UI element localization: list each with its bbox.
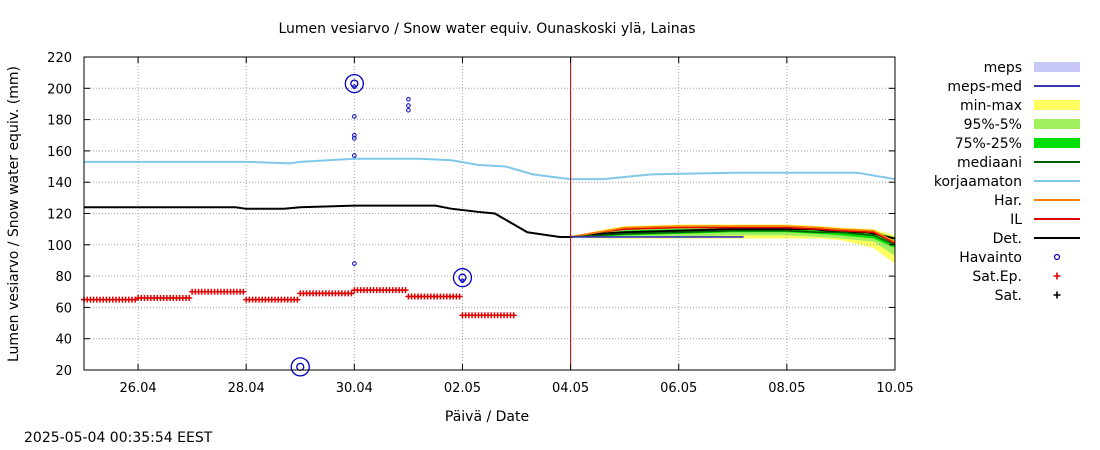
- legend-label: 75%-25%: [955, 136, 1022, 152]
- legend-swatch-75%-25%: [1034, 138, 1080, 148]
- x-axis-label: Päivä / Date: [445, 409, 529, 425]
- havainto-mark-inner: [458, 273, 467, 282]
- legend-label: min-max: [960, 98, 1022, 114]
- legend-label: korjaamaton: [934, 174, 1022, 190]
- legend-swatch-Sat.Ep.: [1053, 272, 1061, 280]
- y-axis-label: Lumen vesiarvo / Snow water equiv. (mm): [6, 66, 22, 362]
- axis-ticks: 20 40 60 80 100 120 140 160 180 200 220 26.04 28.04 3…: [47, 51, 913, 396]
- legend-label: Sat.: [995, 288, 1022, 304]
- line-mediaani: [570, 229, 896, 246]
- havainto-mark: [290, 357, 310, 377]
- sat-ep-mark: [348, 290, 355, 297]
- y-tick-label: 20: [55, 364, 72, 379]
- x-tick-label: 26.04: [119, 381, 156, 396]
- havainto-mark: [406, 103, 411, 108]
- line-Det.: [84, 204, 896, 240]
- havainto-mark: [344, 73, 364, 94]
- legend-label: Havainto: [959, 250, 1022, 266]
- x-tick-label: 28.04: [228, 381, 265, 396]
- havainto-mark: [452, 268, 473, 288]
- havainto-mark: [352, 84, 357, 90]
- havainto-mark: [352, 136, 357, 141]
- sat-ep-mark: [456, 293, 463, 300]
- legend-label: 95%-5%: [964, 117, 1022, 133]
- y-tick-label: 160: [47, 145, 72, 160]
- x-tick-label: 30.04: [336, 381, 373, 396]
- legend-swatch-Sat.: [1053, 291, 1061, 299]
- havainto-mark: [406, 96, 411, 102]
- x-tick-label: 08.05: [768, 381, 805, 396]
- chart-title: Lumen vesiarvo / Snow water equiv. Ounas…: [278, 21, 695, 37]
- legend-label: meps-med: [947, 79, 1022, 95]
- legend-label: Det.: [993, 231, 1022, 247]
- sat-ep-mark: [186, 295, 193, 302]
- legend: meps meps-med min-max 95%-5% 75%-25% mediaani…: [934, 60, 1080, 304]
- legend-label: IL: [1010, 212, 1022, 228]
- x-tick-label: 04.05: [552, 381, 589, 396]
- timestamp: 2025-05-04 00:35:54 EEST: [24, 430, 213, 446]
- legend-swatch-meps: [1034, 62, 1080, 72]
- legend-swatch-95%-5%: [1034, 119, 1080, 129]
- x-tick-label: 10.05: [876, 381, 913, 396]
- y-tick-label: 200: [47, 82, 72, 97]
- y-tick-label: 140: [47, 176, 72, 191]
- legend-swatch-min-max: [1034, 100, 1080, 110]
- legend-label: Har.: [994, 193, 1022, 209]
- havainto-mark-inner: [350, 79, 359, 88]
- y-tick-label: 40: [55, 333, 72, 348]
- sat-ep-mark: [510, 312, 517, 319]
- sat-ep-mark: [402, 287, 409, 294]
- x-tick-label: 06.05: [660, 381, 697, 396]
- legend-label: Sat.Ep.: [972, 269, 1022, 285]
- havainto-mark: [406, 107, 411, 113]
- legend-label: mediaani: [957, 155, 1022, 171]
- sat-ep-mark: [294, 296, 301, 303]
- havainto-mark: [352, 153, 357, 158]
- y-tick-label: 60: [55, 301, 72, 316]
- havainto-mark: [352, 261, 357, 266]
- y-tick-label: 80: [55, 270, 72, 285]
- legend-label: meps: [984, 60, 1022, 76]
- y-tick-label: 180: [47, 114, 72, 129]
- havainto-mark: [352, 114, 357, 119]
- havainto-mark: [460, 278, 465, 284]
- line-korjaamaton: [84, 157, 896, 181]
- y-tick-label: 120: [47, 208, 72, 223]
- line-Har.: [570, 225, 896, 243]
- x-tick-label: 02.05: [444, 381, 481, 396]
- havainto-mark-inner: [296, 362, 305, 372]
- sat-ep-mark: [240, 288, 247, 295]
- y-tick-label: 220: [47, 51, 72, 66]
- legend-swatch-Havainto: [1053, 253, 1061, 261]
- y-tick-label: 100: [47, 239, 72, 254]
- observation-marks: [81, 73, 517, 377]
- series-lines: [84, 157, 896, 246]
